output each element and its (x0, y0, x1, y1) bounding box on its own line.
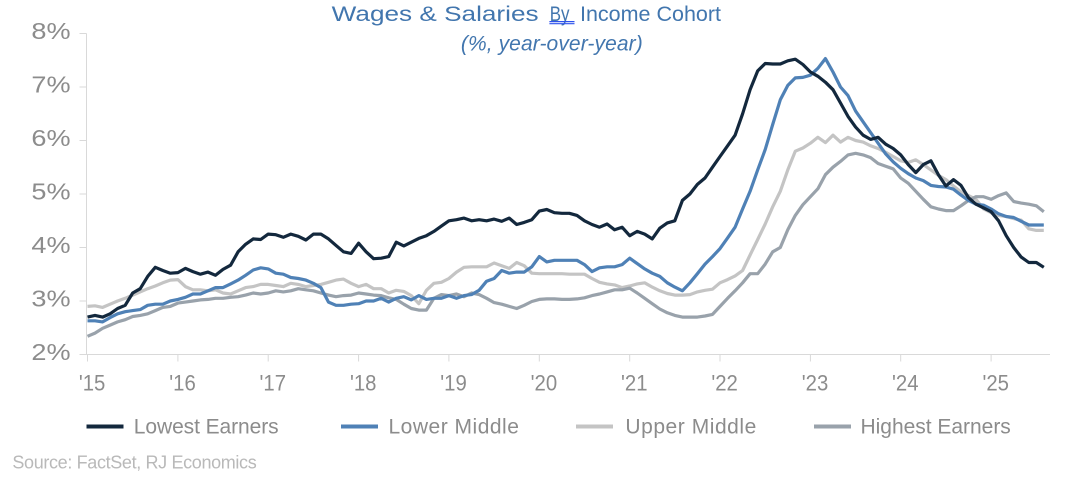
svg-text:Lower Middle: Lower Middle (389, 416, 519, 439)
svg-text:'20: '20 (531, 370, 558, 395)
svg-text:5%: 5% (31, 179, 70, 205)
svg-text:7%: 7% (31, 72, 70, 98)
svg-text:Source: FactSet, RJ Economics: Source: FactSet, RJ Economics (12, 453, 256, 473)
svg-text:'23: '23 (802, 370, 829, 395)
svg-text:Wages & Salaries: Wages & Salaries (332, 2, 539, 26)
svg-text:'21: '21 (621, 370, 648, 395)
svg-text:'22: '22 (711, 370, 738, 395)
svg-text:Income Cohort: Income Cohort (580, 2, 721, 26)
svg-text:4%: 4% (31, 232, 70, 258)
svg-text:'25: '25 (982, 370, 1009, 395)
svg-text:Upper Middle: Upper Middle (625, 416, 756, 439)
svg-text:'24: '24 (892, 370, 919, 395)
svg-text:'15: '15 (79, 370, 106, 395)
svg-text:2%: 2% (31, 339, 70, 365)
svg-text:'17: '17 (260, 370, 287, 395)
svg-text:8%: 8% (31, 18, 70, 44)
svg-text:Highest Earners: Highest Earners (861, 416, 1011, 439)
svg-text:Lowest Earners: Lowest Earners (134, 416, 279, 439)
svg-text:'19: '19 (440, 370, 467, 395)
svg-text:By: By (550, 2, 570, 26)
svg-text:6%: 6% (31, 125, 70, 151)
svg-text:'18: '18 (350, 370, 377, 395)
svg-text:(%, year-over-year): (%, year-over-year) (461, 33, 643, 56)
svg-text:3%: 3% (31, 286, 70, 312)
svg-text:'16: '16 (169, 370, 196, 395)
